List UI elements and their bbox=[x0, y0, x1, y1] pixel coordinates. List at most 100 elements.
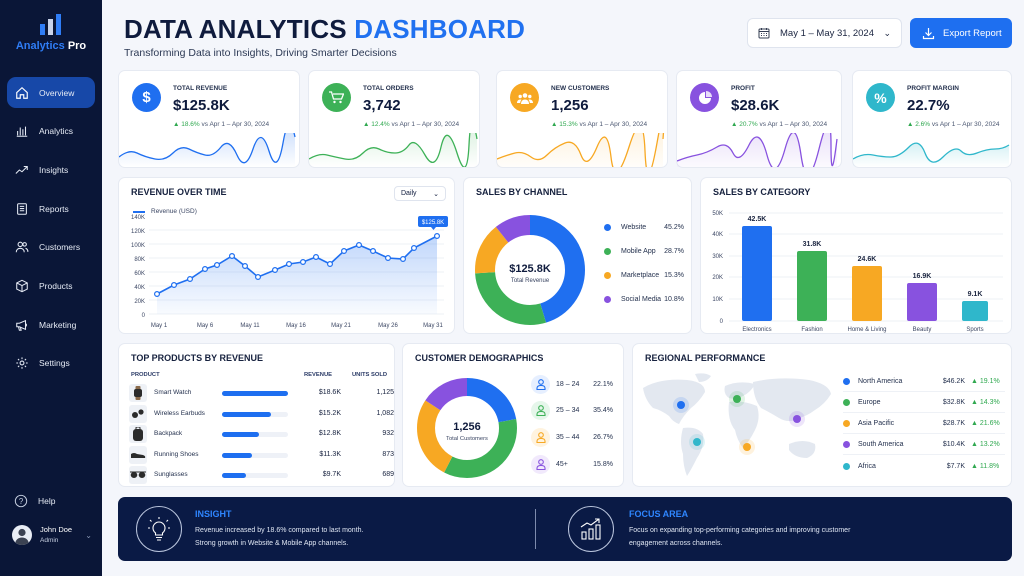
svg-text:Sports: Sports bbox=[966, 327, 983, 333]
sidebar-item-settings[interactable]: Settings bbox=[7, 348, 95, 379]
kpi-card-total-orders[interactable]: TOTAL ORDERS 3,742 ▲ 12.4% vs Apr 1 – Ap… bbox=[308, 70, 480, 168]
table-row[interactable]: Sunglasses $9.7K 689 bbox=[129, 466, 397, 486]
region-row-africa[interactable]: Africa $7.7K ▲ 11.8% bbox=[843, 456, 1005, 476]
kpi-value: 1,256 bbox=[551, 97, 589, 114]
table-row[interactable]: Smart Watch $18.6K 1,125 bbox=[129, 384, 397, 404]
region-value: $32.8K bbox=[942, 399, 965, 406]
kpi-value: 22.7% bbox=[907, 97, 950, 114]
user-role: Admin bbox=[40, 537, 59, 544]
legend-dot bbox=[843, 420, 850, 427]
region-row-south-america[interactable]: South America $10.4K ▲ 13.2% bbox=[843, 435, 1005, 455]
sparkline bbox=[853, 142, 1010, 167]
demographic-row-35-44[interactable]: 35 – 44 26.7% bbox=[531, 425, 613, 449]
legend-label: Revenue (USD) bbox=[151, 208, 197, 215]
kpi-delta-value: 18.6% bbox=[181, 121, 200, 128]
sidebar-item-marketing[interactable]: Marketing bbox=[7, 309, 95, 340]
svg-text:60K: 60K bbox=[134, 271, 145, 277]
sidebar-item-analytics[interactable]: Analytics bbox=[7, 116, 95, 147]
legend-item-website[interactable]: Website 45.2% bbox=[604, 224, 684, 231]
brand-name-part1: Analytics bbox=[15, 40, 65, 52]
svg-text:May 1: May 1 bbox=[151, 323, 168, 329]
date-range-picker[interactable]: May 1 – May 31, 2024 ⌄ bbox=[747, 18, 902, 48]
svg-text:20K: 20K bbox=[712, 275, 723, 281]
calendar-icon bbox=[758, 28, 770, 39]
watch-icon bbox=[129, 384, 147, 402]
chart-tooltip: $125.8K bbox=[422, 220, 444, 226]
svg-text:9.1K: 9.1K bbox=[968, 291, 983, 298]
help-link[interactable]: ? Help bbox=[14, 494, 55, 508]
region-name: South America bbox=[858, 441, 904, 448]
revenue-line-chart: 0 20K 40K 60K 80K 100K 120K 140K $125.8K… bbox=[131, 215, 448, 329]
sidebar-item-label: Settings bbox=[39, 358, 70, 369]
region-value: $28.7K bbox=[942, 420, 965, 427]
svg-text:May 16: May 16 bbox=[286, 323, 306, 329]
legend-item-social-media[interactable]: Social Media 10.8% bbox=[604, 296, 684, 303]
sidebar-item-label: Overview bbox=[39, 87, 75, 98]
focus-line-1: Focus on expanding top-performing catego… bbox=[629, 527, 851, 534]
region-row-europe[interactable]: Europe $32.8K ▲ 14.3% bbox=[843, 393, 1005, 413]
region-row-north-america[interactable]: North America $46.2K ▲ 19.1% bbox=[843, 372, 1005, 392]
legend-label: Mobile App bbox=[621, 248, 656, 255]
revenue-bar bbox=[222, 411, 288, 417]
sidebar-item-label: Analytics bbox=[39, 126, 74, 137]
demographic-row-45-plus[interactable]: 45+ 15.8% bbox=[531, 452, 613, 476]
legend-item-marketplace[interactable]: Marketplace 15.3% bbox=[604, 272, 684, 279]
main-content: DATA ANALYTICS DASHBOARD Transforming Da… bbox=[102, 0, 1024, 576]
column-header-units[interactable]: UNITS SOLD bbox=[352, 372, 388, 378]
kpi-card-new-customers[interactable]: NEW CUSTOMERS 1,256 ▲ 15.3% vs Apr 1 – A… bbox=[496, 70, 668, 168]
table-row[interactable]: Wireless Earbuds $15.2K 1,082 bbox=[129, 404, 397, 425]
sidebar-item-insights[interactable]: Insights bbox=[7, 154, 95, 185]
svg-text:0: 0 bbox=[142, 313, 146, 319]
pie-icon bbox=[690, 83, 719, 112]
banner-divider bbox=[535, 509, 536, 549]
demographic-row-18-24[interactable]: 18 – 24 22.1% bbox=[531, 372, 613, 396]
cart-icon bbox=[322, 83, 351, 112]
help-label: Help bbox=[38, 496, 56, 506]
demographic-pct: 15.8% bbox=[593, 460, 613, 468]
demographic-row-25-34[interactable]: 25 – 34 35.4% bbox=[531, 398, 613, 422]
region-row-asia-pacific[interactable]: Asia Pacific $28.7K ▲ 21.6% bbox=[843, 414, 1005, 434]
legend-dot bbox=[604, 224, 611, 231]
kpi-compare: vs Apr 1 – Apr 30, 2024 bbox=[391, 121, 460, 128]
earbuds-icon bbox=[129, 404, 147, 423]
avatar bbox=[12, 525, 32, 545]
up-arrow-icon: ▲ bbox=[173, 121, 182, 128]
user-avatar-icon bbox=[15, 528, 29, 545]
donut-center-label: Total Revenue bbox=[511, 278, 550, 284]
kpi-compare: vs Apr 1 – Apr 30, 2024 bbox=[759, 121, 828, 128]
granularity-select[interactable]: Daily ⌄ bbox=[394, 186, 446, 201]
kpi-delta: ▲ 20.7% vs Apr 1 – Apr 30, 2024 bbox=[731, 121, 827, 128]
category-bar-chart: 0 10K 20K 30K 40K 50K 42.5K 31.8K 24.6K … bbox=[712, 211, 1003, 333]
sidebar-item-customers[interactable]: Customers bbox=[7, 232, 95, 263]
customer-demographics-card: CUSTOMER DEMOGRAPHICS 1,256 Total Custom… bbox=[402, 343, 624, 487]
export-report-button[interactable]: Export Report bbox=[910, 18, 1012, 48]
shoe-icon bbox=[129, 445, 147, 464]
legend-dot bbox=[843, 378, 850, 385]
kpi-compare: vs Apr 1 – Apr 30, 2024 bbox=[579, 121, 648, 128]
column-header-product[interactable]: PRODUCT bbox=[131, 372, 160, 378]
svg-text:May 6: May 6 bbox=[197, 323, 214, 329]
legend-value: 15.3% bbox=[664, 272, 684, 279]
table-row[interactable]: Backpack $12.8K 932 bbox=[129, 425, 397, 445]
kpi-label: TOTAL REVENUE bbox=[173, 85, 228, 92]
box-icon bbox=[16, 279, 28, 293]
logo-bars-icon bbox=[40, 14, 61, 35]
sidebar-item-reports[interactable]: Reports bbox=[7, 193, 95, 224]
kpi-card-profit-margin[interactable]: % PROFIT MARGIN 22.7% ▲ 2.6% vs Apr 1 – … bbox=[852, 70, 1012, 168]
legend-item-mobile-app[interactable]: Mobile App 28.7% bbox=[604, 248, 684, 255]
revenue-bar bbox=[222, 473, 288, 478]
kpi-card-profit[interactable]: PROFIT $28.6K ▲ 20.7% vs Apr 1 – Apr 30,… bbox=[676, 70, 842, 168]
svg-text:50K: 50K bbox=[712, 211, 723, 217]
sidebar-item-products[interactable]: Products bbox=[7, 270, 95, 301]
sales-by-category-card: SALES BY CATEGORY 0 10K 20K 30K 40K 50K … bbox=[700, 177, 1012, 334]
kpi-card-total-revenue[interactable]: $ TOTAL REVENUE $125.8K ▲ 18.6% vs Apr 1… bbox=[118, 70, 300, 168]
page-title: DATA ANALYTICS DASHBOARD bbox=[124, 14, 525, 45]
brand-logo[interactable]: Analytics Pro bbox=[0, 14, 102, 52]
column-header-revenue[interactable]: REVENUE bbox=[304, 372, 333, 378]
demographic-pct: 22.1% bbox=[593, 380, 613, 388]
sidebar-item-overview[interactable]: Overview bbox=[7, 77, 95, 108]
table-row[interactable]: Running Shoes $11.3K 873 bbox=[129, 445, 397, 466]
product-units: 932 bbox=[382, 430, 394, 437]
user-menu[interactable]: John Doe Admin ⌄ bbox=[12, 524, 92, 546]
svg-text:?: ? bbox=[19, 497, 24, 506]
